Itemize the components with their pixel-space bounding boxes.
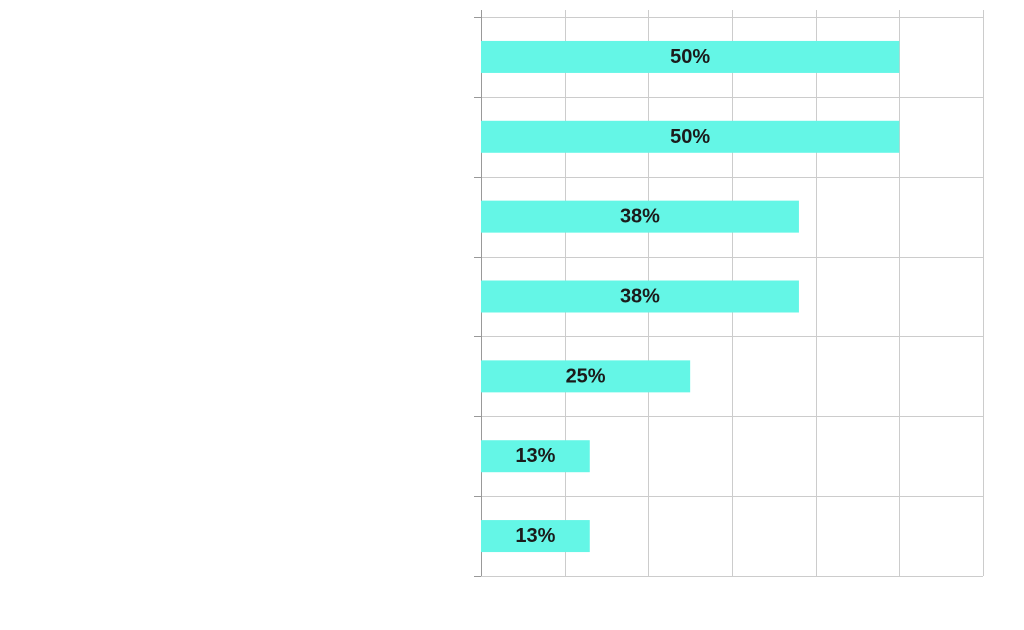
bar-0 (481, 40, 900, 73)
data-label-0: 50% (670, 46, 710, 68)
data-label-4: 25% (566, 365, 606, 387)
bar-4 (481, 360, 691, 393)
bar-6 (481, 520, 590, 553)
data-label-5: 13% (515, 445, 555, 467)
data-label-1: 50% (670, 126, 710, 148)
bar-1 (481, 120, 900, 153)
bar-3 (481, 280, 799, 313)
data-label-2: 38% (620, 206, 660, 228)
bar-5 (481, 440, 590, 473)
data-label-6: 13% (515, 525, 555, 547)
bar-2 (481, 200, 799, 233)
data-label-3: 38% (620, 286, 660, 308)
